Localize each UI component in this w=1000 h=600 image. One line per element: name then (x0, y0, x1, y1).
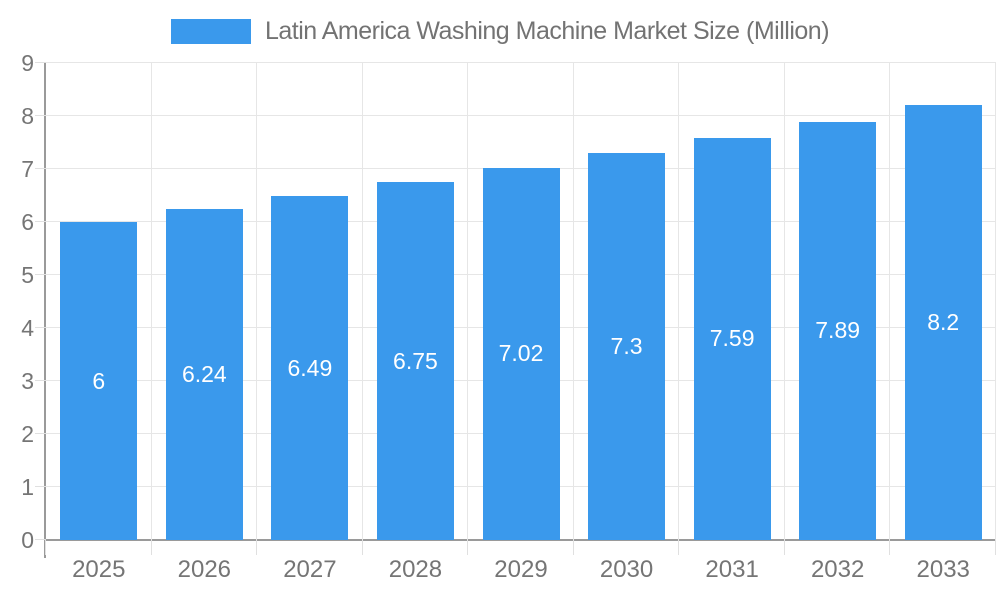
bar: 6.49 (271, 196, 349, 540)
y-tick (35, 327, 46, 328)
bar-value-label: 7.89 (815, 317, 861, 344)
x-axis-tick-label: 2029 (494, 556, 548, 583)
x-axis-tick-label: 2033 (916, 556, 970, 583)
y-gridline (46, 62, 996, 63)
bar-value-label: 6 (92, 367, 106, 394)
y-tick (35, 62, 46, 63)
bar: 6.24 (165, 209, 243, 540)
x-tick (572, 540, 574, 555)
x-gridline (678, 63, 680, 540)
bar-value-label: 7.3 (610, 333, 643, 360)
x-axis-tick-label: 2026 (177, 556, 232, 583)
x-axis-tick-label: 2031 (705, 556, 759, 583)
x-tick (467, 540, 469, 555)
x-axis-tick-label: 2028 (388, 556, 443, 583)
x-gridline (995, 63, 996, 540)
y-axis-tick-label: 4 (21, 315, 34, 341)
x-tick (678, 540, 680, 555)
x-tick (889, 540, 891, 555)
y-tick (35, 168, 46, 169)
x-gridline (889, 63, 891, 540)
y-tick (35, 221, 46, 222)
x-axis-tick-label: 2027 (283, 556, 337, 583)
x-tick (256, 540, 258, 555)
y-tick (35, 539, 46, 540)
x-tick (783, 540, 785, 555)
x-gridline (150, 63, 152, 540)
bar: 7.3 (588, 153, 666, 540)
y-tick (35, 433, 46, 434)
bar: 6.75 (376, 182, 454, 540)
y-axis-tick-label: 8 (21, 103, 34, 129)
bar-value-label: 8.2 (927, 309, 960, 336)
y-tick (35, 274, 46, 275)
plot-area: 6 6.24 6.49 6.75 7.02 7.3 7.59 7.89 8.2 (35, 62, 996, 558)
x-gridline (256, 63, 258, 540)
x-tick (150, 540, 152, 555)
x-axis-line (44, 539, 996, 541)
bar: 8.2 (904, 105, 982, 540)
legend[interactable]: Latin America Washing Machine Market Siz… (0, 16, 1000, 46)
bar: 7.59 (693, 137, 771, 540)
bar: 7.89 (799, 121, 877, 540)
y-axis-tick-label: 6 (21, 209, 34, 235)
bar-value-label: 6.24 (181, 361, 227, 388)
x-gridline (783, 63, 785, 540)
bar: 7.02 (482, 167, 560, 540)
bar-value-label: 7.02 (498, 340, 544, 367)
y-gridline (46, 115, 996, 116)
y-axis-tick-label: 0 (21, 527, 34, 553)
x-tick (45, 540, 46, 555)
x-gridline (361, 63, 363, 540)
y-tick (35, 380, 46, 381)
y-tick (35, 115, 46, 116)
bar: 6 (60, 222, 138, 540)
x-axis-tick-label: 2025 (72, 556, 126, 583)
x-tick (361, 540, 363, 555)
y-axis-tick-label: 5 (21, 262, 34, 288)
x-gridline (572, 63, 574, 540)
x-axis-tick-label: 2030 (599, 556, 654, 583)
x-gridline (467, 63, 469, 540)
bar-value-label: 6.75 (393, 347, 438, 374)
x-tick (995, 540, 996, 555)
y-axis-tick-label: 2 (21, 421, 34, 447)
legend-label: Latin America Washing Machine Market Siz… (264, 16, 830, 45)
y-tick (35, 486, 46, 487)
bar-value-label: 6.49 (287, 354, 333, 381)
y-axis-tick-label: 3 (21, 368, 34, 394)
bar-value-label: 7.59 (709, 325, 755, 352)
x-axis-tick-label: 2032 (810, 556, 865, 583)
y-axis-tick-label: 7 (21, 156, 34, 182)
y-axis-line (44, 63, 46, 558)
legend-swatch (170, 18, 251, 44)
y-axis-tick-label: 9 (21, 50, 34, 76)
y-axis-tick-label: 1 (21, 474, 34, 500)
